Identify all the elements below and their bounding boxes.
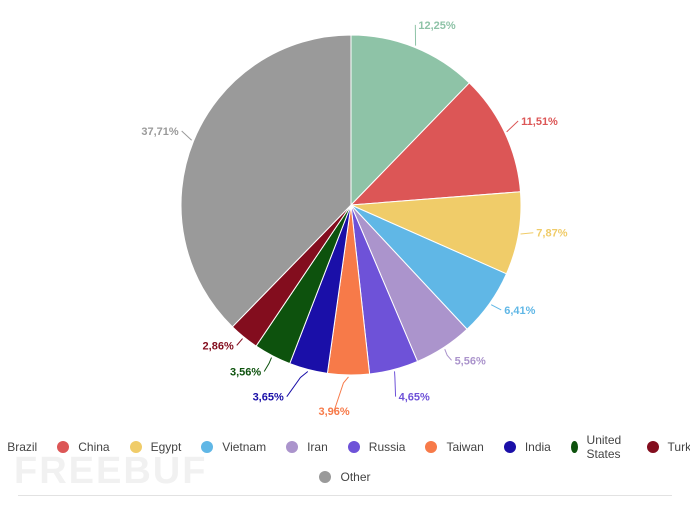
legend-label: Egypt: [150, 440, 182, 454]
watermark-logo: FREEBUF: [14, 450, 208, 492]
legend-item[interactable]: Turkey: [646, 440, 690, 454]
slice-label: 4,65%: [399, 392, 430, 404]
slice-label: 7,87%: [536, 228, 567, 240]
legend-label: Other: [340, 470, 371, 484]
leader-line: [520, 232, 534, 235]
slice-labels: 12,25% 11,51% 7,87% 6,41% 5,56% 4,65% 3,96% 3,6…: [141, 20, 567, 418]
legend-dot-icon: [57, 441, 70, 453]
leader-line: [286, 371, 309, 398]
pie-slice-other: [180, 34, 352, 328]
legend-row: Brazil China Egypt Vietnam Iran Russia Taiwan I…: [0, 433, 690, 461]
leader-line: [181, 130, 192, 141]
slice-label: 3,65%: [253, 392, 284, 404]
leader-line: [506, 120, 519, 133]
legend-item[interactable]: China: [57, 440, 110, 454]
leader-lines: [181, 24, 534, 412]
slice-label: 37,71%: [141, 126, 179, 138]
legend-label: China: [78, 440, 110, 454]
legend-label: Vietnam: [222, 440, 267, 454]
pie-slice-brazil: [350, 34, 471, 207]
legend-item[interactable]: Iran: [286, 440, 328, 454]
leader-line: [263, 357, 272, 372]
legend-item[interactable]: Egypt: [129, 440, 182, 454]
legend-label: Russia: [368, 440, 406, 454]
legend-row: Other: [0, 466, 690, 488]
divider: [18, 495, 672, 496]
legend-dot-icon: [286, 441, 299, 453]
legend-dot-icon: [319, 471, 332, 483]
slice-label: 5,56%: [455, 355, 486, 367]
legend-item[interactable]: Other: [319, 470, 371, 484]
legend-dot-icon: [347, 441, 360, 453]
legend-item[interactable]: Taiwan: [425, 440, 484, 454]
slice-label: 3,56%: [230, 366, 261, 378]
legend-dot-icon: [503, 441, 516, 453]
legend-dot-icon: [129, 441, 142, 453]
legend-item[interactable]: United States: [570, 433, 627, 461]
slice-label: 6,41%: [504, 305, 535, 317]
legend-item[interactable]: Russia: [347, 440, 406, 454]
legend-label: India: [524, 440, 551, 454]
legend: Brazil China Egypt Vietnam Iran Russia Taiwan I…: [0, 433, 690, 496]
legend-label: Iran: [307, 440, 328, 454]
leader-line: [490, 304, 502, 311]
legend-dot-icon: [570, 441, 578, 453]
legend-label: United States: [586, 433, 622, 461]
slice-label: 12,25%: [418, 20, 456, 32]
legend-dot-icon: [201, 441, 214, 453]
leader-line: [444, 349, 452, 361]
legend-item[interactable]: India: [503, 440, 551, 454]
leader-line: [394, 371, 397, 397]
legend-label: Turkey: [667, 440, 690, 454]
leader-line: [333, 376, 349, 412]
pie-chart: 12,25% 11,51% 7,87% 6,41% 5,56% 4,65% 3,96% 3,6…: [141, 20, 567, 418]
legend-label: Brazil: [7, 440, 38, 454]
pie-slice-china: [349, 82, 522, 206]
slice-label: 11,51%: [521, 116, 558, 128]
legend-item[interactable]: Brazil: [0, 440, 37, 454]
slice-label: 3,96%: [318, 406, 349, 418]
legend-item[interactable]: Vietnam: [201, 440, 266, 454]
slice-label: 2,86%: [203, 340, 234, 352]
leader-line: [236, 338, 243, 346]
legend-dot-icon: [646, 441, 659, 453]
legend-label: Taiwan: [446, 440, 484, 454]
pie-slices: [180, 34, 522, 376]
legend-dot-icon: [425, 441, 438, 453]
